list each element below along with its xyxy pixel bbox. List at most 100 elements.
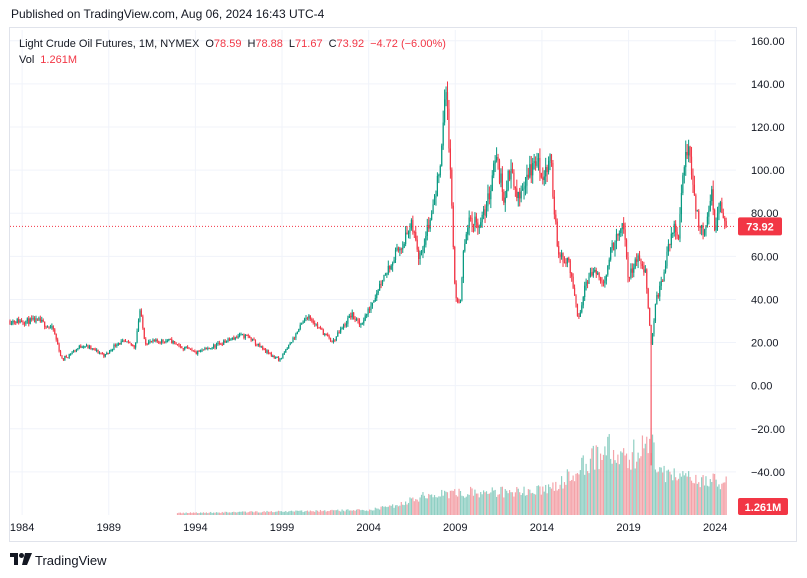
candle-body <box>491 175 493 192</box>
volume-bar <box>650 453 652 515</box>
candle-body <box>234 337 236 340</box>
volume-bar <box>381 506 384 515</box>
volume-bar <box>176 513 179 515</box>
candle-body <box>457 298 459 303</box>
volume-bar <box>338 510 340 515</box>
volume-bar <box>420 494 423 515</box>
candle-body <box>571 273 573 277</box>
volume-bar <box>205 512 207 515</box>
volume-bar <box>198 513 200 515</box>
symbol-title[interactable]: Light Crude Oil Futures, 1M, NYMEX <box>19 38 200 50</box>
candle-body <box>172 341 174 344</box>
candle-body <box>637 255 639 262</box>
candle-body <box>273 355 275 358</box>
candle-body <box>373 301 375 303</box>
volume-bar <box>179 512 181 515</box>
volume-bar <box>618 464 620 515</box>
candle-body <box>368 308 371 311</box>
candle-body <box>614 242 616 251</box>
volume-bar <box>299 510 301 515</box>
price-tick-label: −40.00 <box>751 467 785 479</box>
candle-body <box>494 160 496 164</box>
candle-body <box>168 338 170 341</box>
candle-body <box>44 321 46 327</box>
candle-body <box>150 341 153 343</box>
volume-bar <box>706 485 709 515</box>
volume-bar <box>716 486 719 515</box>
candle-body <box>634 259 636 268</box>
candle-body <box>419 253 421 259</box>
volume-bar <box>425 498 427 515</box>
volume-bar <box>715 479 717 515</box>
candle-body <box>205 348 207 350</box>
candle-body <box>559 254 561 257</box>
volume-bar <box>669 471 671 515</box>
candle-body <box>403 243 405 248</box>
volume-bar <box>688 471 690 515</box>
volume-bar <box>182 512 184 515</box>
candle-body <box>612 243 615 251</box>
candle-body <box>598 273 600 278</box>
candle-body <box>74 350 76 352</box>
candle-body <box>636 259 638 262</box>
volume-bar <box>546 493 548 515</box>
candle-body <box>42 320 44 322</box>
candle-body <box>432 204 434 214</box>
price-axis[interactable]: 160.00 140.00 120.00 100.00 80.00 60.00 40.00 2… <box>751 36 785 479</box>
time-axis[interactable]: 1984 1989 1994 1999 2004 2009 2014 2019 2024 <box>10 522 728 534</box>
candle-body <box>267 350 270 354</box>
candle-body <box>673 223 675 234</box>
candle-body <box>81 346 83 348</box>
footer-brand[interactable]: TradingView <box>10 552 107 570</box>
volume-bar <box>511 492 514 515</box>
volume-bar <box>617 454 619 515</box>
candle-body <box>429 219 431 229</box>
volume-bar <box>643 448 645 515</box>
candle-body <box>342 324 345 328</box>
candle-body <box>207 348 209 350</box>
candle-body <box>436 175 438 196</box>
volume-bar <box>237 511 239 515</box>
candle-body <box>672 233 674 235</box>
candle-body <box>604 280 606 284</box>
volume-bar <box>329 510 332 515</box>
candle-body <box>711 189 713 201</box>
candle-body <box>485 206 488 216</box>
candle-body <box>524 185 527 188</box>
candle-body <box>425 235 427 245</box>
volume-bar <box>647 453 649 515</box>
candle-body <box>664 265 667 273</box>
volume-bar <box>718 484 720 515</box>
candle-body <box>142 316 144 328</box>
candle-body <box>335 336 337 341</box>
candle-body <box>638 255 641 259</box>
candle-body <box>240 334 242 336</box>
candle-body <box>165 340 167 343</box>
volume-bar <box>444 490 446 515</box>
candle-body <box>253 338 255 341</box>
volume-bar <box>413 501 415 515</box>
candle-body <box>38 318 40 320</box>
candle-body <box>277 356 280 361</box>
candle-body <box>497 157 499 161</box>
volume-bar <box>458 488 460 515</box>
candle-body <box>654 303 657 321</box>
candle-body <box>407 232 410 234</box>
volume-bar <box>572 475 574 515</box>
volume-bar <box>357 509 359 515</box>
candle-body <box>61 355 63 359</box>
candle-body <box>145 338 147 345</box>
candle-body <box>714 209 716 231</box>
candle-body <box>390 265 392 270</box>
volume-bar <box>560 476 563 515</box>
candle-body <box>483 209 485 215</box>
candle-body <box>33 318 36 323</box>
candle-body <box>251 338 254 341</box>
candle-body <box>29 318 31 324</box>
candle-body <box>286 348 288 350</box>
volume-label[interactable]: Vol <box>19 54 35 66</box>
volume-bar <box>208 512 210 515</box>
volume-bar <box>582 455 584 515</box>
volume-bar <box>579 470 581 515</box>
